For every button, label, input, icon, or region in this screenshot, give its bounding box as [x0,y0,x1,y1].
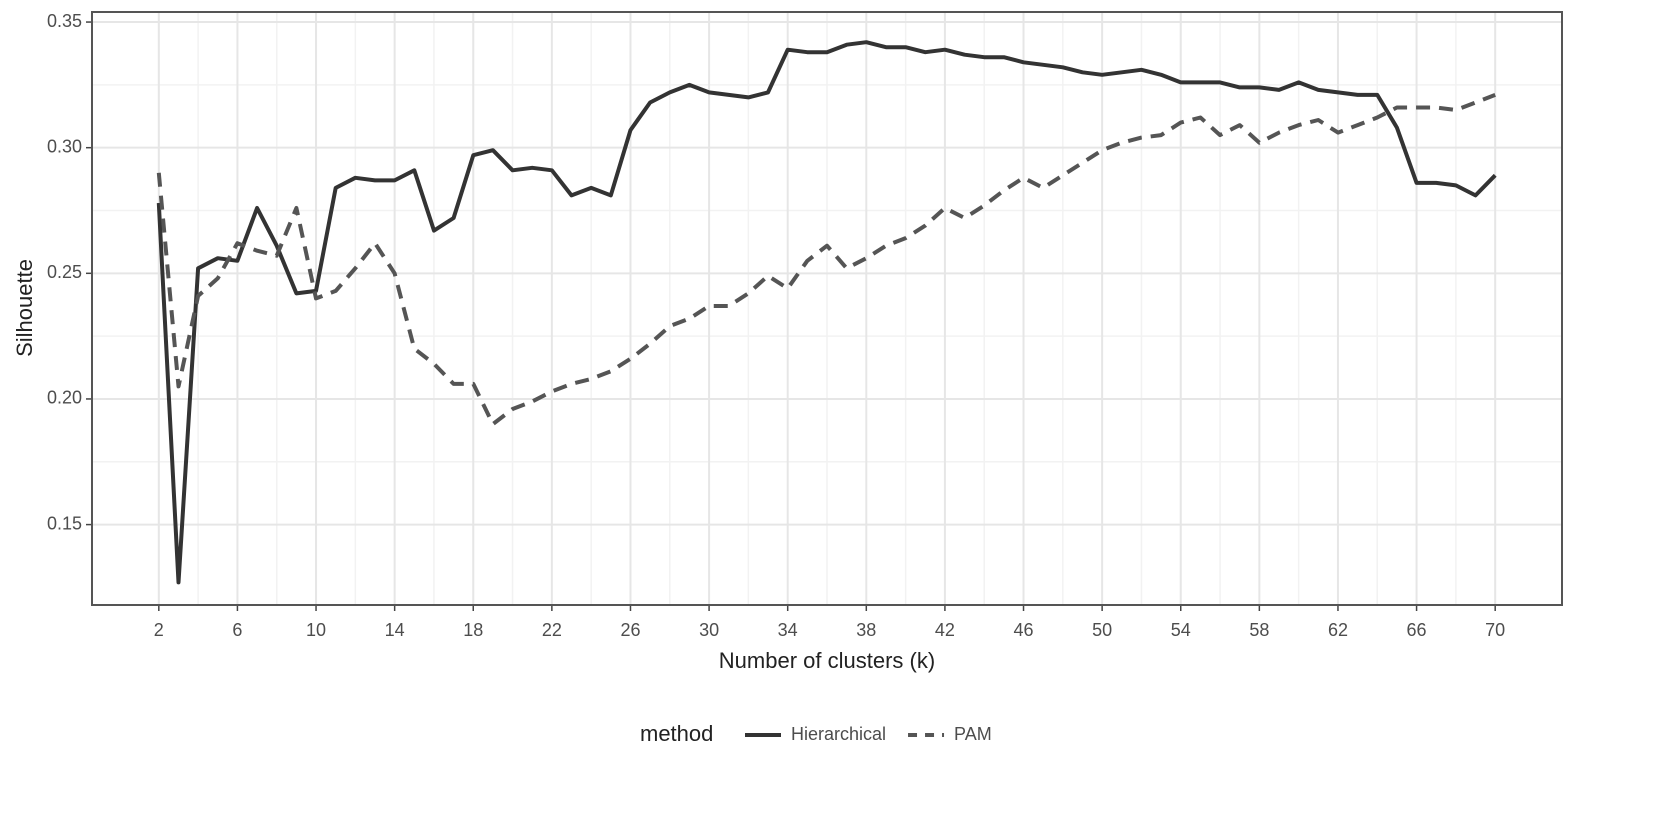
x-tick-label: 70 [1485,620,1505,640]
x-tick-label: 14 [385,620,405,640]
y-tick-label: 0.30 [47,136,82,156]
y-tick-label: 0.15 [47,513,82,533]
x-tick-label: 30 [699,620,719,640]
x-tick-label: 26 [620,620,640,640]
y-tick-label: 0.25 [47,262,82,282]
x-tick-label: 46 [1014,620,1034,640]
plot-border [91,11,1563,606]
legend-label: PAM [954,724,992,744]
y-axis-title: Silhouette [12,259,37,357]
x-tick-label: 50 [1092,620,1112,640]
legend-title: method [640,721,713,746]
x-tick-label: 34 [778,620,798,640]
x-tick-label: 6 [232,620,242,640]
x-tick-label: 2 [154,620,164,640]
x-tick-label: 22 [542,620,562,640]
x-tick-label: 42 [935,620,955,640]
x-tick-label: 62 [1328,620,1348,640]
x-axis-title: Number of clusters (k) [719,648,935,673]
x-tick-label: 18 [463,620,483,640]
y-tick-label: 0.35 [47,11,82,31]
x-tick-label: 10 [306,620,326,640]
data-line [156,93,1496,427]
x-tick-label: 54 [1171,620,1191,640]
data-line [156,40,1497,585]
x-tick-label: 66 [1407,620,1427,640]
x-tick-label: 58 [1249,620,1269,640]
x-tick-label: 38 [856,620,876,640]
legend-label: Hierarchical [791,724,886,744]
y-tick-label: 0.20 [47,388,82,408]
